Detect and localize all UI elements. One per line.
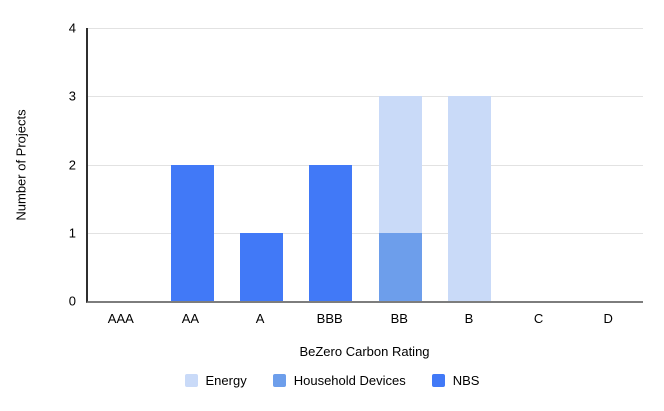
legend-label: Household Devices: [293, 373, 406, 388]
bar-segment-energy: [448, 96, 492, 301]
category-band-c: [504, 28, 573, 301]
x-axis-labels: AAA AA A BBB BB B C D: [86, 311, 643, 326]
x-tick-label: D: [603, 311, 613, 326]
x-tick-label: AA: [181, 311, 200, 326]
gridline: [88, 164, 643, 166]
bar-segment-nbs: [170, 164, 214, 301]
x-tick-label: C: [533, 311, 544, 326]
y-tick-label: 0: [68, 293, 76, 309]
legend-item-household-devices: Household Devices: [272, 373, 406, 388]
category-band-aa: [157, 28, 226, 301]
category-band-bbb: [296, 28, 365, 301]
legend-swatch-energy: [184, 374, 198, 387]
category-band-aaa: [88, 28, 157, 301]
gridline: [88, 28, 643, 29]
bar-segment-nbs: [239, 232, 283, 301]
stacked-bar-b: [448, 28, 492, 301]
bar-segment-energy: [378, 96, 422, 233]
y-tick-label: 2: [68, 157, 76, 172]
category-band-b: [435, 28, 504, 301]
x-tick-label: BBB: [316, 311, 343, 326]
bar-segment-household-devices: [378, 232, 422, 301]
category-band-a: [227, 28, 296, 301]
category-band-bb: [366, 28, 435, 301]
y-axis-ticks: 0 1 2 3 4: [0, 22, 76, 308]
stacked-bar-aaa: [101, 28, 144, 301]
category-band-d: [574, 28, 643, 301]
x-axis-title: BeZero Carbon Rating: [299, 344, 430, 359]
legend-label: NBS: [452, 373, 480, 388]
legend-item-nbs: NBS: [431, 373, 480, 388]
legend-item-energy: Energy: [184, 373, 247, 388]
x-tick-label: B: [464, 311, 474, 326]
stacked-bar-c: [517, 28, 560, 301]
bar-segment-nbs: [309, 164, 353, 301]
stacked-bar-bbb: [309, 28, 353, 301]
gridline: [88, 96, 643, 98]
y-tick-label: 1: [68, 225, 76, 241]
x-tick-label: BB: [390, 311, 408, 326]
legend-swatch-household-devices: [272, 374, 286, 387]
y-tick-label: 3: [68, 88, 76, 104]
x-tick-label: A: [255, 311, 265, 326]
stacked-bar-aa: [170, 28, 214, 301]
gridline: [88, 232, 643, 234]
y-tick-label: 4: [68, 20, 76, 36]
legend-swatch-nbs: [431, 374, 445, 387]
plot-bands: [88, 28, 643, 301]
plot-area: [86, 28, 643, 303]
x-tick-label: AAA: [107, 311, 134, 326]
legend-label: Energy: [205, 373, 247, 388]
stacked-bar-bb: [378, 28, 422, 301]
stacked-bar-a: [239, 28, 283, 301]
stacked-bar-d: [587, 28, 630, 301]
gridlines: [88, 28, 643, 301]
legend: Energy Household Devices NBS: [0, 373, 664, 388]
